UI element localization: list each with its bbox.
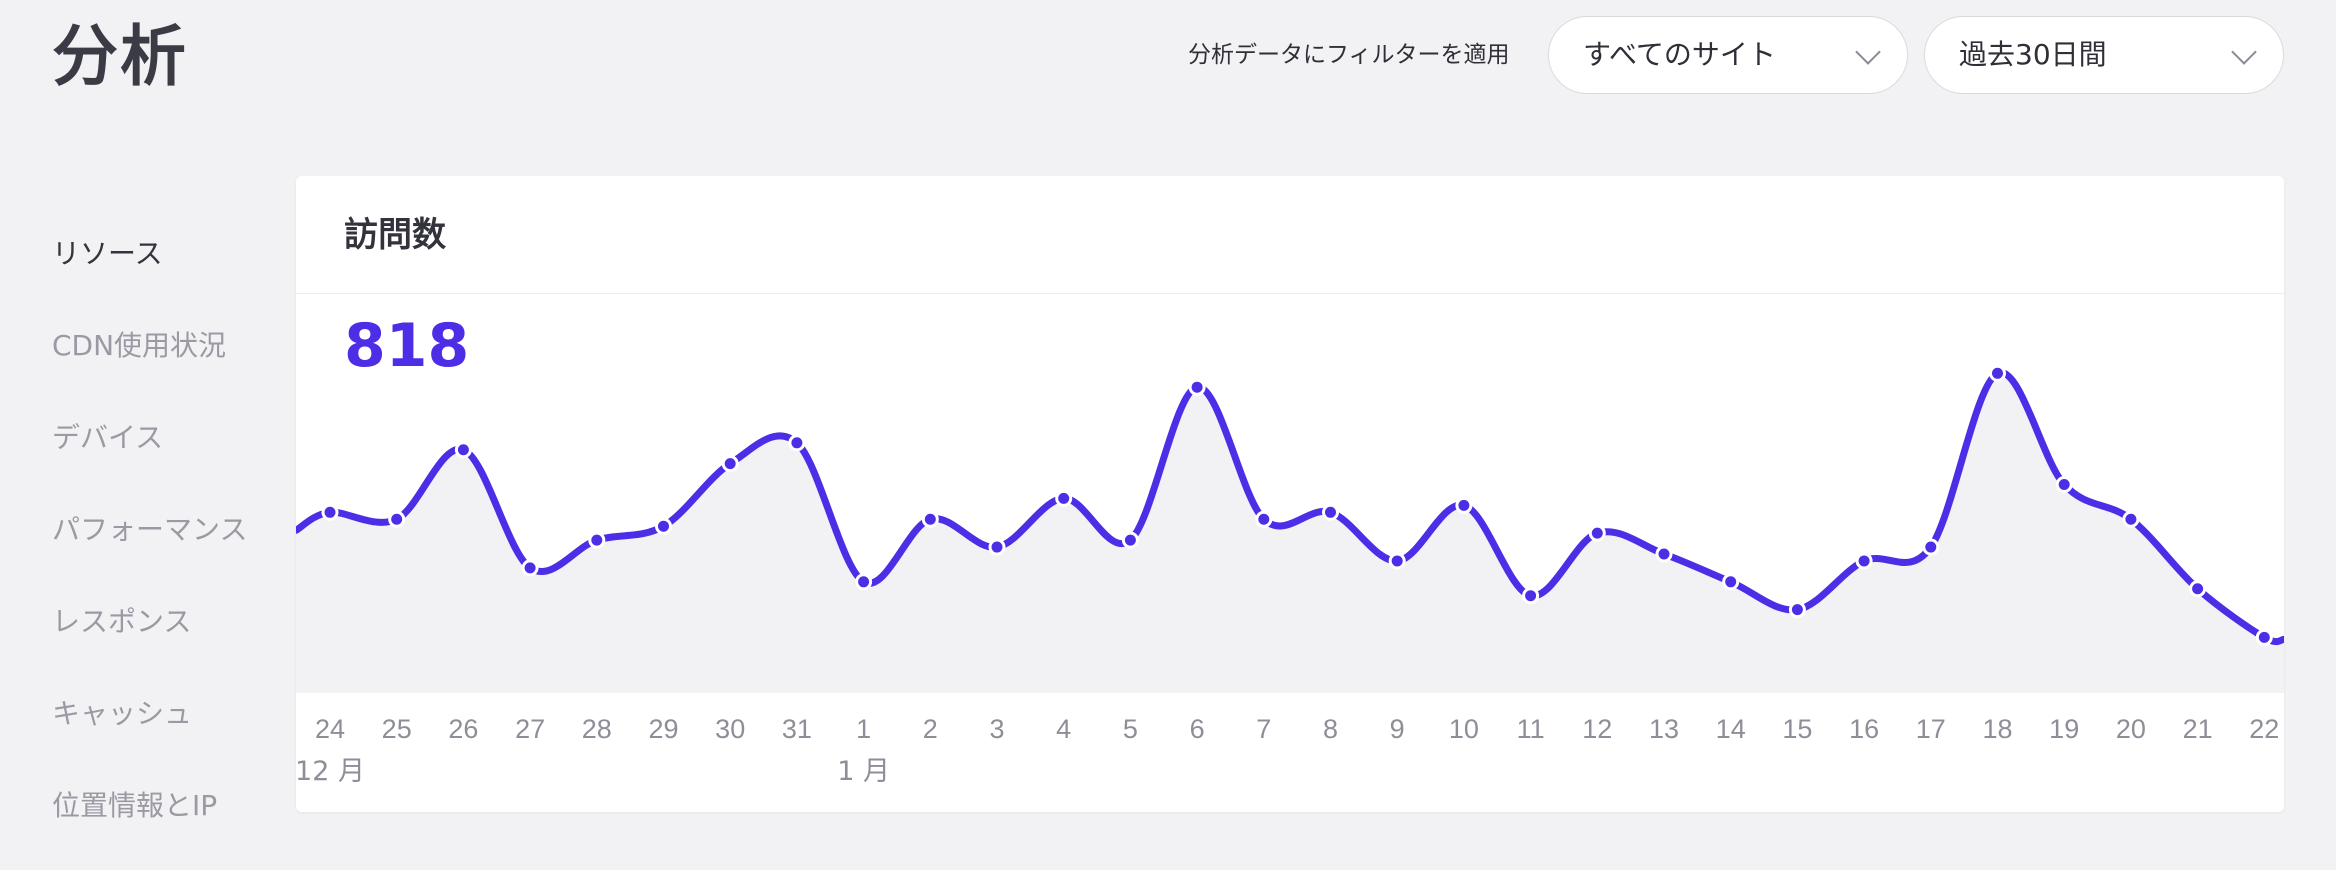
x-tick-label: 1 <box>856 714 871 744</box>
x-tick-label: 5 <box>1123 714 1138 744</box>
x-month-label: 1 月 <box>837 756 890 787</box>
chart-point[interactable] <box>1655 545 1673 563</box>
visits-line-chart: 24 25 26 27 28 29 30 31 1 2 3 4 5 6 7 8 9 10 11 12 13 14 15 16 1… <box>296 364 2284 787</box>
x-tick-label: 9 <box>1390 714 1405 744</box>
card-header <box>296 176 2284 294</box>
chevron-down-icon <box>1855 39 1881 65</box>
x-tick-label: 11 <box>1517 714 1545 744</box>
chart-point[interactable] <box>588 531 606 549</box>
x-tick-label: 10 <box>1449 714 1479 744</box>
chart-point[interactable] <box>1588 524 1606 542</box>
date-range-value: 過去30日間 <box>1959 38 2107 71</box>
chart-point[interactable] <box>521 559 539 577</box>
x-tick-label: 3 <box>989 714 1004 744</box>
x-tick-label: 8 <box>1323 714 1338 744</box>
chart-point[interactable] <box>1455 496 1473 514</box>
visits-total: 818 <box>344 311 470 381</box>
chart-point[interactable] <box>1922 538 1940 556</box>
x-tick-label: 29 <box>648 714 678 744</box>
chart-point[interactable] <box>855 573 873 591</box>
chevron-down-icon <box>2231 39 2257 65</box>
x-tick-label: 26 <box>448 714 478 744</box>
sidebar-item-cache[interactable]: キャッシュ <box>52 697 193 730</box>
chart-point[interactable] <box>921 510 939 528</box>
chart-point[interactable] <box>1188 378 1206 396</box>
chart-point[interactable] <box>2255 628 2273 646</box>
x-tick-label: 28 <box>582 714 612 744</box>
sidebar-item-resources[interactable]: リソース <box>52 237 163 270</box>
x-tick-label: 16 <box>1849 714 1879 744</box>
filter-label: 分析データにフィルターを適用 <box>1188 42 1510 68</box>
chart-point[interactable] <box>2122 510 2140 528</box>
visits-card: 訪問数 818 24 25 26 27 28 29 30 31 1 2 3 4 5 6 7 8 9 10 11 12 1… <box>296 176 2284 812</box>
x-month-label: 12 月 <box>296 756 365 787</box>
chart-point[interactable] <box>1055 489 1073 507</box>
x-tick-label: 25 <box>382 714 412 744</box>
chart-point[interactable] <box>988 538 1006 556</box>
sidebar-item-devices[interactable]: デバイス <box>52 421 164 454</box>
x-tick-label: 2 <box>923 714 938 744</box>
chart-point[interactable] <box>721 455 739 473</box>
chart-points <box>321 364 2273 646</box>
chart-point[interactable] <box>454 441 472 459</box>
x-tick-label: 7 <box>1256 714 1271 744</box>
sidebar-item-performance[interactable]: パフォーマンス <box>52 513 248 546</box>
chart-point[interactable] <box>1121 531 1139 549</box>
chart-point[interactable] <box>1255 510 1273 528</box>
x-tick-label: 6 <box>1190 714 1205 744</box>
page-title: 分析 <box>52 18 188 95</box>
chart-point[interactable] <box>1322 503 1339 521</box>
chart-point[interactable] <box>1788 601 1806 619</box>
x-tick-label: 22 <box>2249 714 2279 744</box>
analytics-sidebar: リソース CDN使用状況 デバイス パフォーマンス レスポンス キャッシュ 位置… <box>52 226 272 870</box>
chart-point[interactable] <box>655 517 672 535</box>
x-tick-label: 15 <box>1782 714 1812 744</box>
chart-point[interactable] <box>788 434 806 452</box>
chart-point[interactable] <box>1989 364 2006 382</box>
x-tick-label: 31 <box>782 714 812 744</box>
x-tick-label: 12 <box>1582 714 1612 744</box>
x-tick-label: 17 <box>1916 714 1946 744</box>
site-filter-value: すべてのサイト <box>1583 38 1776 71</box>
x-tick-label: 18 <box>1982 714 2012 744</box>
x-tick-label: 30 <box>715 714 745 744</box>
date-range-select[interactable]: 過去30日間 <box>1924 16 2284 94</box>
chart-point[interactable] <box>1522 587 1540 605</box>
x-tick-label: 24 <box>315 714 345 744</box>
x-tick-label: 14 <box>1716 714 1746 744</box>
chart-point[interactable] <box>1388 552 1406 570</box>
x-tick-label: 20 <box>2116 714 2146 744</box>
sidebar-item-geo-ip[interactable]: 位置情報とIP <box>52 789 218 822</box>
chart-point[interactable] <box>2189 580 2207 598</box>
sidebar-item-cdn-usage[interactable]: CDN使用状況 <box>52 329 227 362</box>
chart-point[interactable] <box>321 503 339 521</box>
x-tick-label: 21 <box>2183 714 2213 744</box>
chart-x-axis: 24 25 26 27 28 29 30 31 1 2 3 4 5 6 7 8 9 10 11 12 13 14 15 16 1… <box>296 714 2279 787</box>
site-filter-select[interactable]: すべてのサイト <box>1548 16 1908 94</box>
x-tick-label: 27 <box>515 714 545 744</box>
sidebar-item-response[interactable]: レスポンス <box>52 605 192 638</box>
card-title: 訪問数 <box>344 215 446 255</box>
chart-point[interactable] <box>388 510 406 528</box>
chart-point[interactable] <box>1855 552 1873 570</box>
x-tick-label: 19 <box>2049 714 2079 744</box>
chart-point[interactable] <box>2055 476 2073 493</box>
chart-series-line <box>296 369 2284 646</box>
chart-point[interactable] <box>1722 573 1740 591</box>
x-tick-label: 13 <box>1649 714 1679 744</box>
x-tick-label: 4 <box>1056 714 1071 744</box>
